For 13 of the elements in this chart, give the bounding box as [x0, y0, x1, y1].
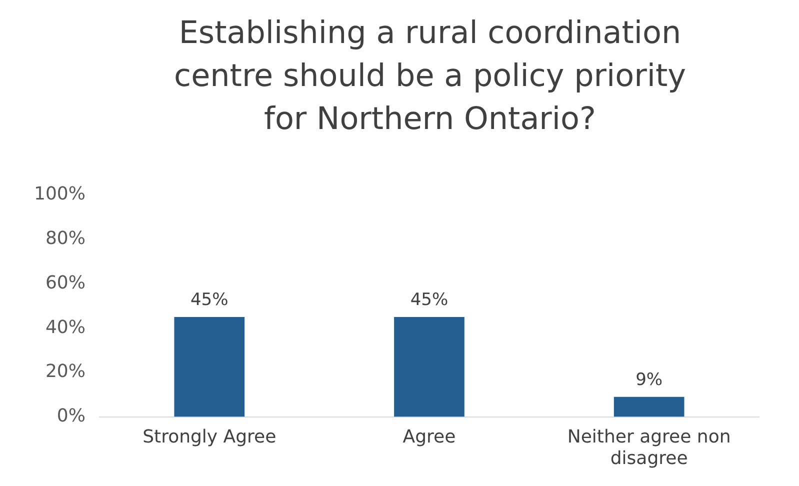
data-label: 45%	[410, 290, 448, 310]
y-tick-label: 0%	[56, 405, 86, 426]
chart-title: Establishing a rural coordination centre should be a policy priority for Northern Ontario?	[173, 14, 687, 139]
x-tick-label: Strongly Agree	[142, 426, 276, 448]
x-tick-label: Neither agree non disagree	[567, 426, 731, 469]
y-tick-label: 20%	[45, 361, 86, 382]
y-tick-label: 80%	[45, 228, 86, 250]
x-tick-label: Agree	[402, 426, 456, 448]
y-tick-label: 100%	[34, 184, 86, 205]
y-tick-label: 60%	[45, 272, 86, 294]
data-label: 45%	[190, 290, 228, 310]
data-label: 9%	[636, 370, 663, 390]
y-tick-label: 40%	[45, 316, 86, 338]
